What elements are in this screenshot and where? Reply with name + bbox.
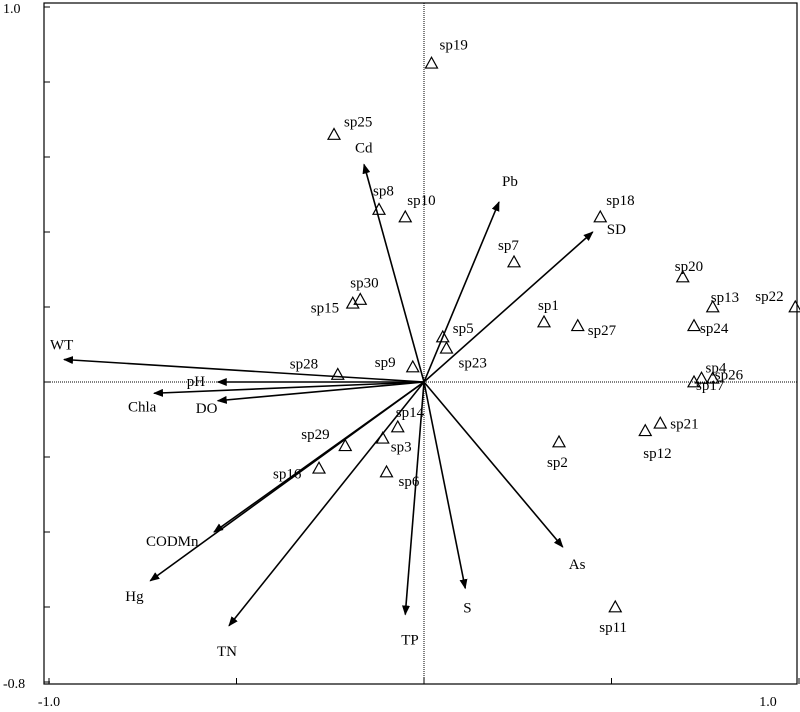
vector-label: Hg [125,589,144,605]
species-label: sp11 [599,620,627,636]
vector-arrow [153,381,425,397]
vector-arrow [423,381,564,548]
species-marker [570,318,585,332]
vector-label: TN [217,644,237,660]
species-label: sp28 [290,357,318,373]
species-marker [353,292,368,305]
species-marker [506,254,522,268]
vector-arrow [423,381,468,590]
species-marker [311,461,327,474]
species-label: sp13 [711,290,739,306]
species-marker [398,209,413,223]
vector-arrow [362,163,425,383]
vector-label: TP [401,633,419,649]
species-label: sp22 [755,289,783,305]
species-label: sp6 [399,474,420,490]
species-marker [705,371,720,384]
species-marker [371,202,387,215]
species-label: sp3 [391,439,412,455]
species-marker [345,296,360,309]
vector-label: CODMn [146,534,199,550]
species-label: sp7 [498,238,519,254]
species-label: sp20 [675,259,703,275]
species-label: sp21 [670,416,698,432]
species-marker [593,209,608,223]
species-label: sp29 [301,427,329,443]
vector-arrow [216,381,425,404]
species-label: sp12 [643,446,671,462]
environment-vectors: WT pH Chla DO Cd Pb SD As S TP TN Hg CODMn [50,141,626,660]
vector-label: S [463,600,471,616]
x-tick-label: 1.0 [759,695,777,710]
species-marker [379,464,394,478]
species-label: sp19 [440,37,468,53]
species-label: sp9 [375,355,396,371]
species-label: sp30 [350,276,378,292]
species-label: sp4 [706,360,727,376]
y-tick-label: 1.0 [3,2,21,17]
species-marker [686,374,702,388]
species-marker [326,127,342,140]
vector-arrow [423,201,500,383]
species-marker [338,438,353,452]
vector-arrow [63,356,425,383]
species-marker [439,341,454,354]
species-label: sp27 [588,323,617,339]
species-label: sp8 [373,184,394,200]
species-marker [375,431,390,444]
vector-label: As [569,557,586,573]
species-label: sp1 [538,298,559,314]
species-label: sp25 [344,115,372,131]
species-label: sp15 [311,300,339,316]
species-marker [405,359,420,373]
species-marker [551,434,567,448]
vector-arrow [228,381,425,627]
species-marker [653,416,668,429]
species-marker [638,423,653,437]
species-marker [705,299,720,313]
species-label: sp18 [606,193,634,209]
species-marker [536,314,552,328]
plot-frame [43,2,798,685]
vector-label: DO [196,401,218,417]
species-marker [330,367,345,380]
species-marker [788,299,800,313]
y-tick-label: -0.8 [3,677,25,692]
vector-arrow [401,381,425,616]
species-label: sp5 [453,321,474,337]
vector-label: Chla [128,399,157,415]
species-label: sp14 [396,405,425,421]
species-label: sp17 [696,378,725,394]
species-marker [435,329,450,343]
species-marker [694,371,709,384]
species-label: sp24 [700,321,729,337]
species-points: sp19 sp25 sp8 sp10 sp18 sp7 sp30 sp15 sp1 sp27 sp2… [273,37,800,636]
species-label: sp16 [273,466,302,482]
species-label: sp10 [407,193,435,209]
species-marker [424,56,439,69]
axis-ticks: 1.0 -0.8 -1.0 1.0 [3,2,800,710]
zero-lines [44,3,797,684]
vector-arrow [423,231,594,383]
species-label: sp2 [547,455,568,471]
vector-label: pH [187,374,206,390]
x-tick-label: -1.0 [38,695,60,710]
species-label: sp26 [715,367,744,383]
vector-arrow [213,381,425,533]
vector-label: WT [50,338,73,354]
species-marker [390,419,405,433]
species-label: sp23 [459,355,487,371]
vector-label: Pb [502,174,518,190]
vector-label: Cd [355,141,373,157]
vector-label: SD [607,222,626,238]
species-marker [608,599,623,613]
species-marker [686,318,702,332]
species-marker [675,269,690,283]
